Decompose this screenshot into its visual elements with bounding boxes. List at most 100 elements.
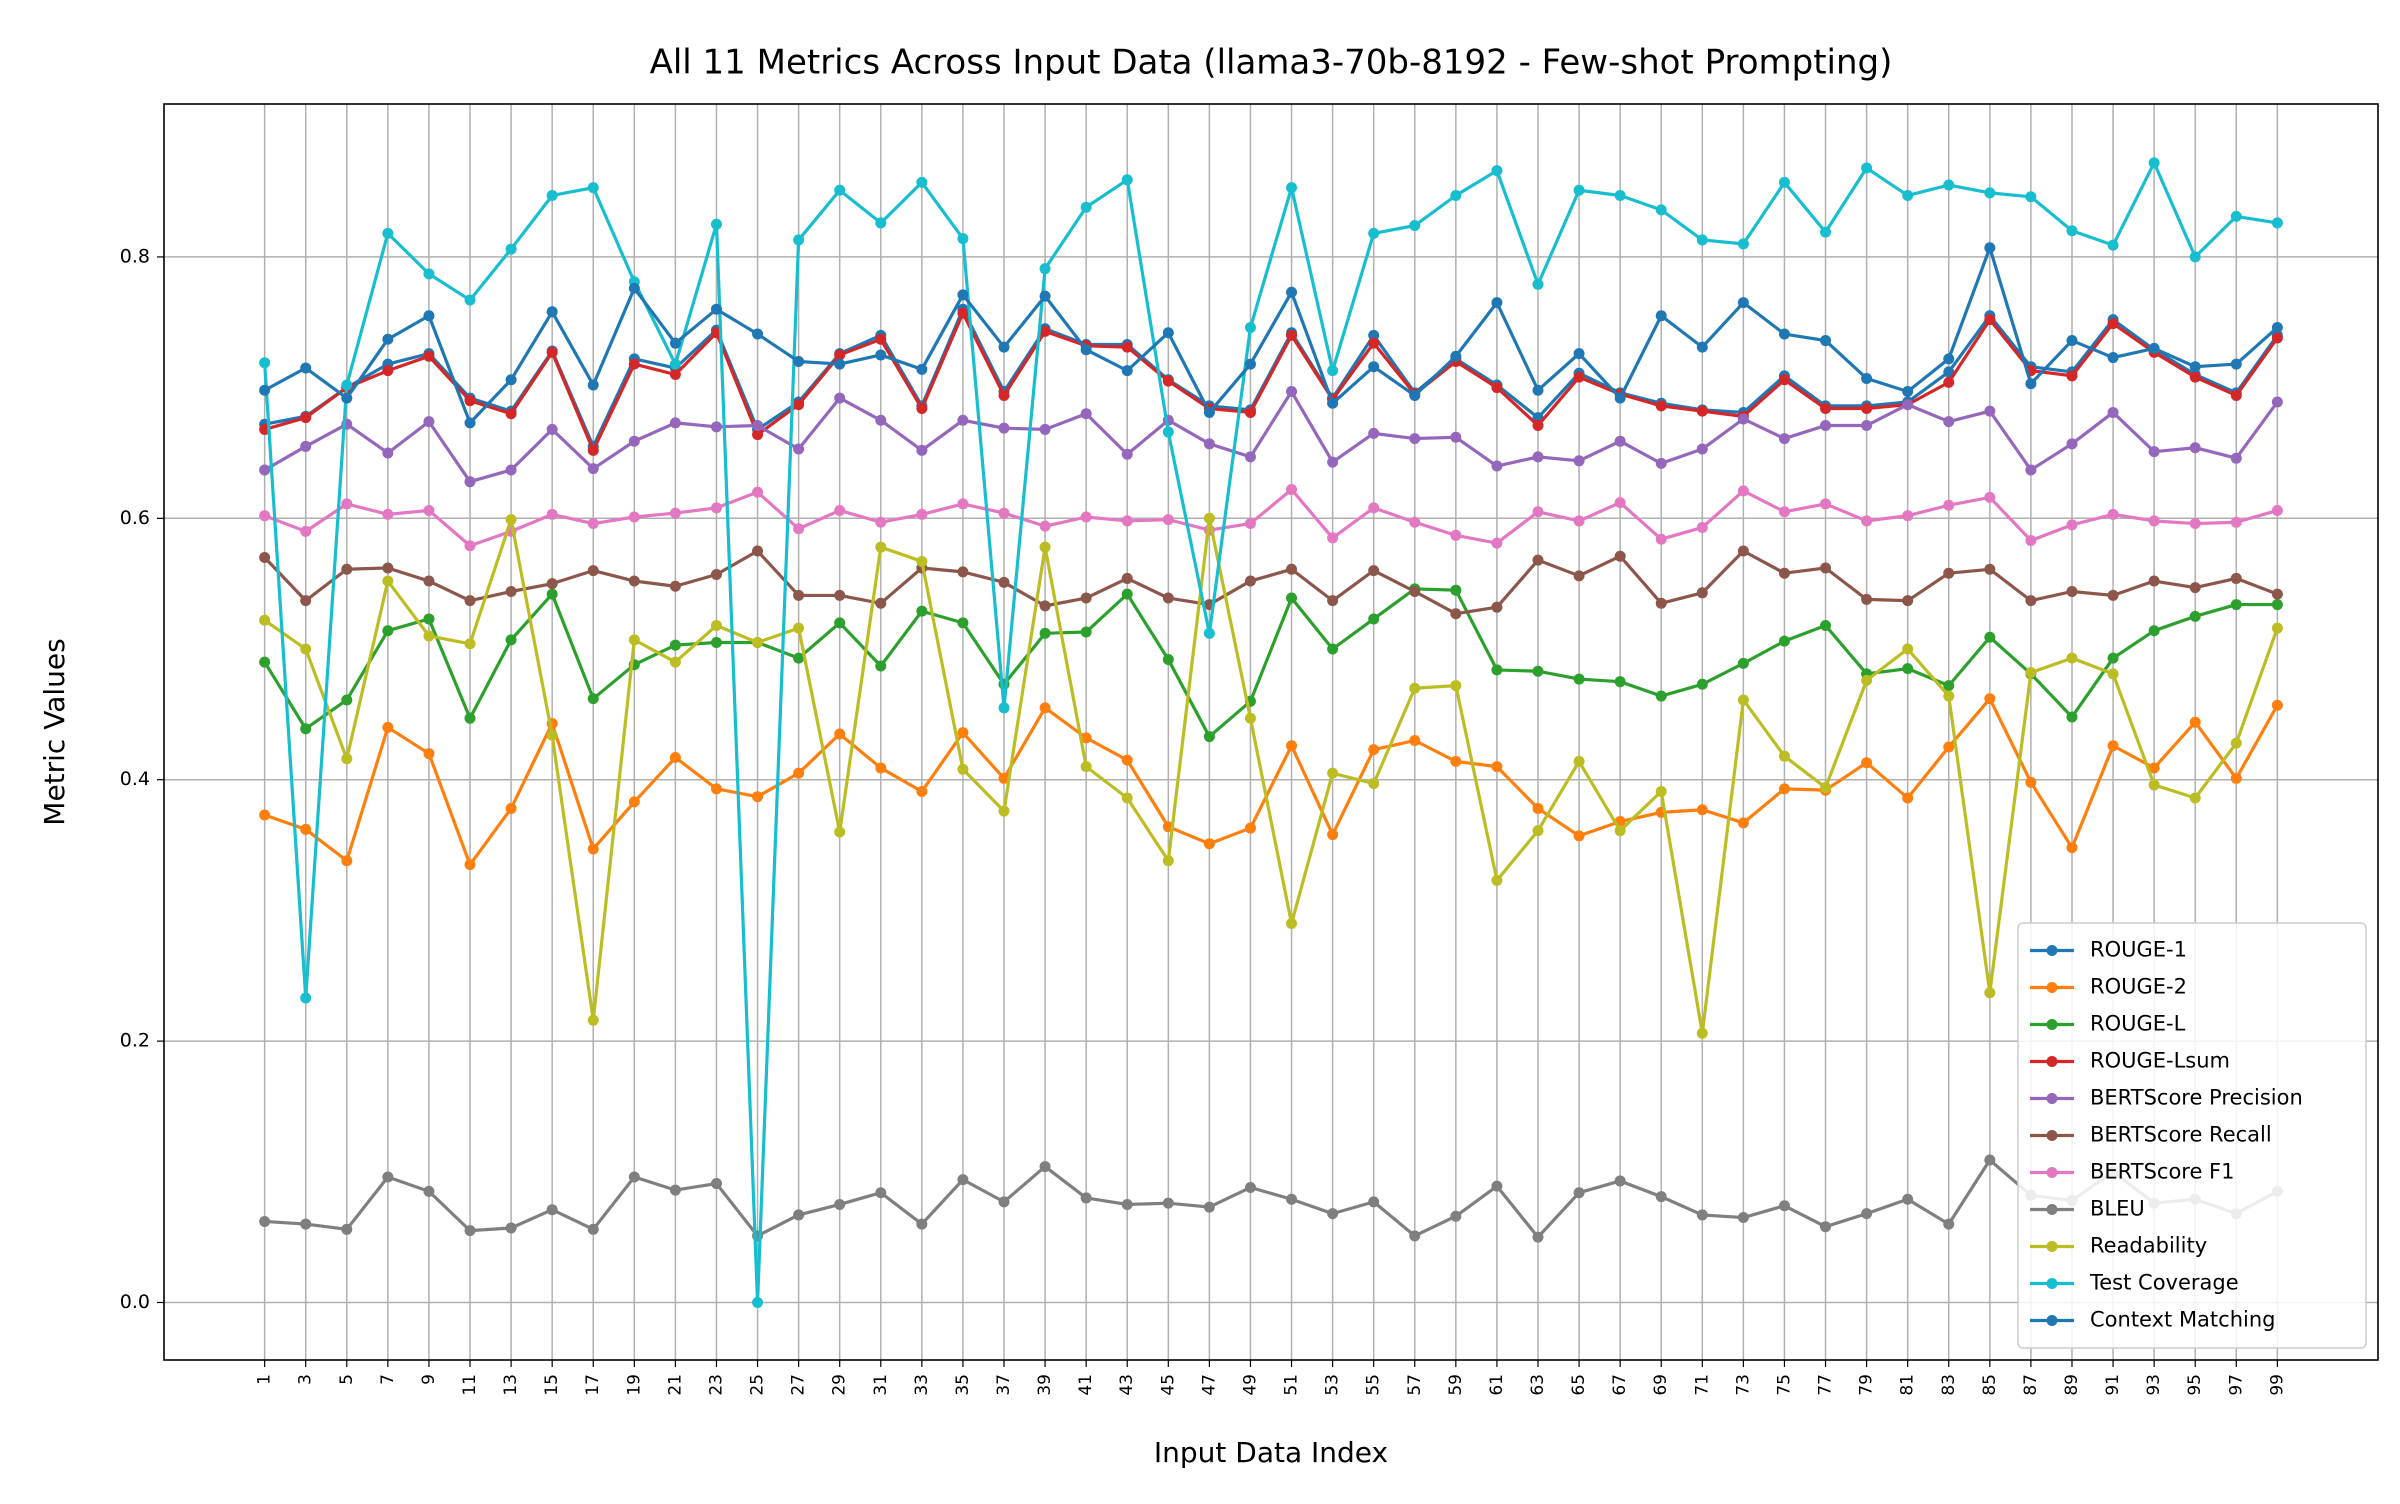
data-point <box>464 540 476 552</box>
x-tick-label: 47 <box>1199 1374 1219 1396</box>
x-tick-label: 21 <box>665 1374 685 1396</box>
data-point <box>1532 420 1544 432</box>
data-point <box>1820 226 1832 238</box>
data-point <box>587 565 599 577</box>
data-point <box>505 243 517 255</box>
x-tick-label: 73 <box>1733 1374 1753 1396</box>
data-point <box>1861 1208 1873 1220</box>
data-point <box>1244 451 1256 463</box>
data-point <box>1162 1197 1174 1209</box>
data-point <box>1039 1161 1051 1173</box>
data-point <box>2271 622 2283 634</box>
data-point <box>1368 1196 1380 1208</box>
x-tick-label: 89 <box>2062 1374 2082 1396</box>
data-point <box>1984 242 1996 254</box>
x-tick-label: 33 <box>912 1374 932 1396</box>
data-point <box>1902 510 1914 522</box>
data-point <box>793 443 805 455</box>
x-tick-label: 29 <box>830 1374 850 1396</box>
legend-label: Readability <box>2090 1234 2207 1258</box>
x-tick-label: 53 <box>1323 1374 1343 1396</box>
data-point <box>1244 358 1256 370</box>
data-point <box>1491 1180 1503 1192</box>
data-point <box>546 508 558 520</box>
data-point <box>1162 375 1174 387</box>
data-point <box>1532 1231 1544 1243</box>
data-point <box>1655 310 1667 322</box>
data-point <box>1820 1221 1832 1233</box>
data-point <box>587 693 599 705</box>
data-point <box>1450 584 1462 596</box>
data-point <box>1450 529 1462 541</box>
data-point <box>1450 350 1462 362</box>
data-point <box>752 429 764 441</box>
data-point <box>1861 674 1873 686</box>
data-point <box>1286 182 1298 194</box>
data-point <box>1327 365 1339 377</box>
data-point <box>382 575 394 587</box>
series-line <box>263 587 2278 739</box>
data-point <box>2066 370 2078 382</box>
data-point <box>875 333 887 345</box>
data-point <box>1368 361 1380 373</box>
data-point <box>587 444 599 456</box>
data-point <box>1286 917 1298 929</box>
data-point <box>1737 817 1749 829</box>
y-axis-label: Metric Values <box>38 638 71 825</box>
data-point <box>587 379 599 391</box>
data-point <box>587 1014 599 1026</box>
data-point <box>916 605 928 617</box>
data-point <box>1984 187 1996 199</box>
data-point <box>2107 318 2119 330</box>
data-point <box>1943 1218 1955 1230</box>
data-point <box>1080 1192 1092 1204</box>
series-line <box>263 516 2279 1035</box>
data-point <box>382 721 394 733</box>
data-point <box>1943 353 1955 365</box>
data-point <box>669 751 681 763</box>
data-point <box>916 176 928 188</box>
data-point <box>505 514 517 526</box>
data-point <box>1778 328 1790 340</box>
data-point <box>998 702 1010 714</box>
data-point <box>1532 451 1544 463</box>
data-point <box>1121 174 1133 186</box>
data-point <box>2189 251 2201 263</box>
data-point <box>1327 1208 1339 1220</box>
data-point <box>2148 575 2160 587</box>
data-point <box>2107 406 2119 418</box>
data-point <box>1573 1187 1585 1199</box>
data-point <box>998 422 1010 434</box>
data-point <box>1244 321 1256 333</box>
data-point <box>793 622 805 634</box>
data-point <box>464 395 476 407</box>
data-point <box>669 337 681 349</box>
data-point <box>587 518 599 530</box>
data-point <box>2271 599 2283 611</box>
data-point <box>1737 1212 1749 1224</box>
x-tick-label: 39 <box>1035 1374 1055 1396</box>
data-point <box>1244 518 1256 530</box>
data-point <box>587 1223 599 1235</box>
legend-box <box>2017 922 2367 1349</box>
data-point <box>1368 337 1380 349</box>
data-point <box>1368 329 1380 341</box>
x-tick-label: 43 <box>1117 1374 1137 1396</box>
data-point <box>2271 699 2283 711</box>
data-point <box>2271 332 2283 344</box>
data-point <box>1491 382 1503 394</box>
x-tick-label: 99 <box>2267 1374 2287 1396</box>
data-point <box>710 619 722 631</box>
data-point <box>875 1187 887 1199</box>
data-point <box>793 399 805 411</box>
data-point <box>916 363 928 375</box>
data-point <box>1327 829 1339 841</box>
legend-label: ROUGE-2 <box>2090 975 2187 999</box>
data-point <box>1327 532 1339 544</box>
data-point <box>875 762 887 774</box>
data-point <box>1327 643 1339 655</box>
data-point <box>1532 802 1544 814</box>
data-point <box>1039 541 1051 553</box>
data-point <box>834 358 846 370</box>
data-point <box>1737 545 1749 557</box>
